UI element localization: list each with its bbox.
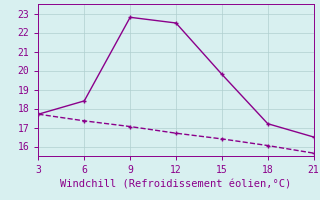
X-axis label: Windchill (Refroidissement éolien,°C): Windchill (Refroidissement éolien,°C) [60, 179, 292, 189]
